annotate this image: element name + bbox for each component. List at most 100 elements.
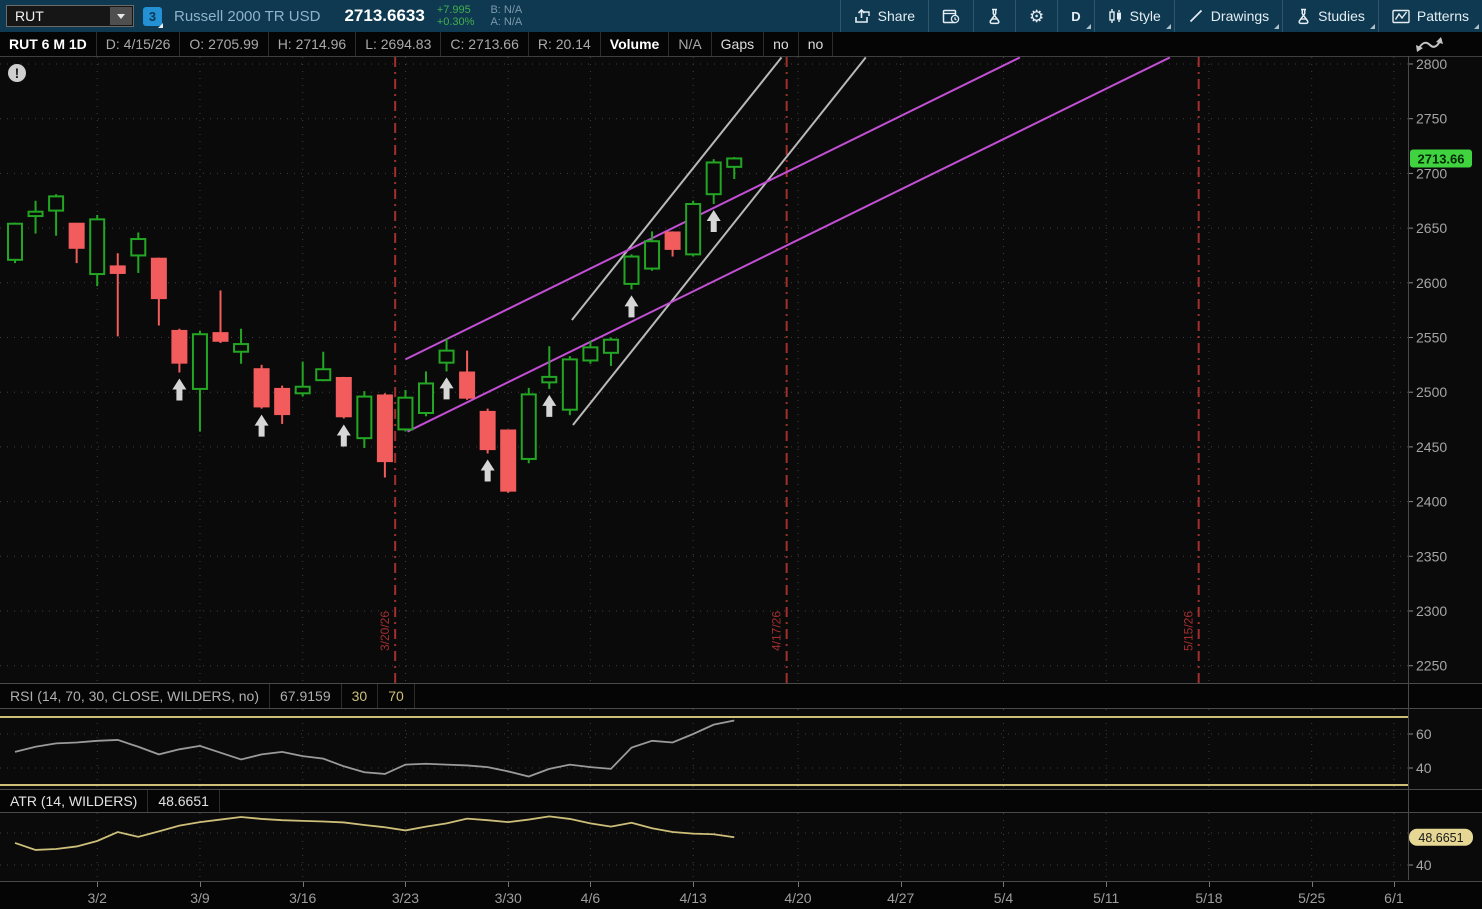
gaps-flag-1: no xyxy=(764,32,799,56)
time-axis-label: 3/9 xyxy=(190,890,210,906)
volume-label: Volume xyxy=(601,32,670,56)
studies-label: Studies xyxy=(1318,8,1365,24)
patterns-label: Patterns xyxy=(1416,8,1469,24)
rsi-overbought-input[interactable]: 70 xyxy=(378,684,415,708)
price-panel: 3/20/26 4/17/26 5/15/26 2800 2750 2700 2650 260… xyxy=(0,57,1482,683)
last-price-badge xyxy=(1410,149,1472,168)
candle xyxy=(274,385,291,424)
candle xyxy=(726,157,743,180)
candle xyxy=(356,391,373,448)
candle xyxy=(130,232,147,273)
symbol-dropdown-button[interactable] xyxy=(110,7,132,25)
rsi-line xyxy=(14,719,735,778)
rsi-oversold-input[interactable]: 30 xyxy=(342,684,379,708)
onenote-button[interactable] xyxy=(928,0,973,32)
info-icon[interactable]: ! xyxy=(8,64,26,82)
toolbar: RUT 3 Russell 2000 TR USD 2713.6633 +7.9… xyxy=(0,0,1482,32)
close-field: C: 2713.66 xyxy=(441,32,529,56)
share-icon xyxy=(854,8,871,24)
trend-line[interactable] xyxy=(571,57,783,321)
time-axis-tick xyxy=(508,882,510,887)
time-axis-label: 4/13 xyxy=(679,890,707,906)
time-axis-tick xyxy=(1003,882,1005,887)
price-tick-label: 2800 xyxy=(1416,57,1447,72)
atr-line xyxy=(14,815,735,851)
atr-tick-label: 40 xyxy=(1416,857,1432,873)
time-axis-tick xyxy=(302,882,304,887)
event-line-label: 3/20/26 xyxy=(378,611,392,651)
bid-ask: B: N/A A: N/A xyxy=(490,4,522,28)
quick-study-button[interactable] xyxy=(973,0,1015,32)
settings-button[interactable]: ⚙ xyxy=(1015,0,1057,32)
gear-icon: ⚙ xyxy=(1029,6,1045,26)
candle xyxy=(582,340,599,364)
buy-signal-arrow xyxy=(542,394,557,417)
share-button[interactable]: Share xyxy=(839,0,928,32)
time-axis-label: 4/27 xyxy=(887,890,915,906)
interval-button[interactable]: D xyxy=(1057,0,1093,32)
style-button[interactable]: Style xyxy=(1093,0,1174,32)
gaps-label: Gaps xyxy=(712,32,765,56)
candle xyxy=(212,290,229,343)
atr-label[interactable]: ATR (14, WILDERS) xyxy=(0,790,149,812)
range-field: R: 20.14 xyxy=(529,32,601,56)
time-axis-label: 5/4 xyxy=(993,890,1014,906)
price-tick-label: 2400 xyxy=(1416,494,1447,510)
time-axis[interactable]: 3/2 3/9 3/16 3/23 3/30 4/6 4/13 4/20 4/27 5/4 5/11… xyxy=(0,881,1482,909)
link-group-badge[interactable]: 3 xyxy=(143,6,163,28)
time-axis-tick xyxy=(1106,882,1108,887)
price-tick-label: 2700 xyxy=(1416,165,1447,181)
event-line-label: 5/15/26 xyxy=(1182,611,1196,651)
rsi-tick-label: 60 xyxy=(1416,726,1432,742)
last-price-badge-text: 2713.66 xyxy=(1418,151,1465,166)
atr-header: ATR (14, WILDERS) 48.6651 xyxy=(0,789,1482,813)
candle xyxy=(191,330,208,432)
buy-signal-arrow xyxy=(336,424,351,447)
time-axis-tick xyxy=(1311,882,1313,887)
change-percent: +0.30% xyxy=(436,16,475,28)
studies-button[interactable]: Studies xyxy=(1282,0,1378,32)
rsi-tick-label: 40 xyxy=(1416,760,1432,776)
patterns-button[interactable]: Patterns xyxy=(1377,0,1482,32)
trend-line[interactable] xyxy=(405,57,1021,361)
candle xyxy=(171,328,188,373)
candle xyxy=(705,159,722,205)
time-axis-tick xyxy=(405,882,407,887)
volume-value: N/A xyxy=(669,32,712,56)
symbol-input[interactable]: RUT xyxy=(6,5,134,27)
time-axis-label: 3/23 xyxy=(391,890,420,906)
time-axis-label: 5/11 xyxy=(1093,890,1120,906)
buy-signal-arrow xyxy=(624,295,639,318)
candle xyxy=(479,408,496,454)
trend-line[interactable] xyxy=(407,57,1171,433)
chart-title: RUT 6 M 1D xyxy=(0,32,97,56)
candle xyxy=(459,350,476,400)
candle xyxy=(623,254,640,290)
buy-signal-arrow xyxy=(172,378,187,401)
time-axis-label: 5/25 xyxy=(1298,890,1326,906)
change-value: +7.995 xyxy=(436,4,471,16)
trend-line[interactable] xyxy=(572,57,867,426)
candle xyxy=(520,387,537,464)
atr-svg: 40 48.6651 xyxy=(0,813,1473,881)
drawings-button[interactable]: Drawings xyxy=(1173,0,1282,32)
buy-signal-arrow xyxy=(480,459,495,482)
atr-value-badge xyxy=(1409,828,1473,846)
time-axis-tick xyxy=(1393,882,1395,887)
calendar-note-icon xyxy=(942,8,960,25)
atr-value: 48.6651 xyxy=(148,790,220,812)
style-label: Style xyxy=(1129,8,1161,24)
time-axis-tick xyxy=(199,882,201,887)
time-axis-tick xyxy=(900,882,902,887)
auto-scale-icon[interactable] xyxy=(1414,35,1444,62)
time-axis-tick xyxy=(97,882,99,887)
studies-beaker-icon xyxy=(1296,8,1311,25)
rsi-panel: 60 40 xyxy=(0,709,1482,789)
svg-text:!: ! xyxy=(15,65,20,81)
last-price: 2713.6633 xyxy=(344,6,425,25)
candle xyxy=(664,231,681,257)
rsi-label[interactable]: RSI (14, 70, 30, CLOSE, WILDERS, no) xyxy=(0,684,270,708)
time-axis-label: 4/20 xyxy=(784,890,812,906)
price-axis-divider[interactable] xyxy=(1408,56,1409,880)
